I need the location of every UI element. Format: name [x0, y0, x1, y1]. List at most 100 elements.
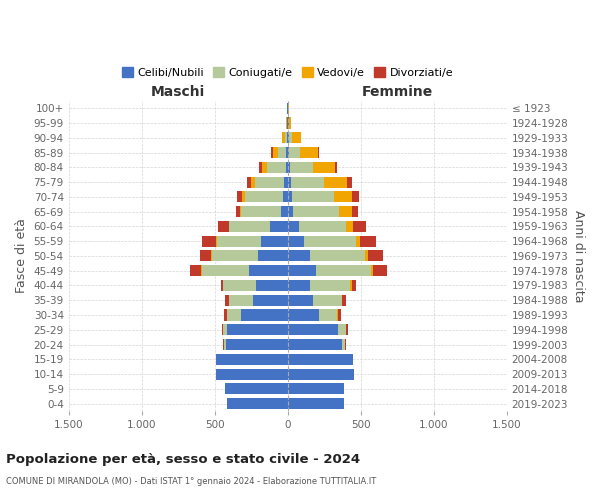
Bar	[287, 250, 310, 262]
Bar	[352, 192, 359, 202]
Bar	[310, 250, 365, 262]
Bar	[229, 294, 253, 306]
Bar	[287, 162, 290, 173]
Bar	[316, 265, 371, 276]
Bar	[283, 192, 287, 202]
Bar	[373, 265, 387, 276]
Bar	[240, 206, 241, 217]
Bar	[317, 147, 319, 158]
Bar	[292, 192, 334, 202]
Bar	[259, 162, 262, 173]
Bar	[226, 339, 287, 350]
Bar	[338, 310, 341, 320]
Bar	[289, 147, 301, 158]
Bar	[256, 280, 287, 291]
Bar	[287, 147, 289, 158]
Bar	[324, 176, 347, 188]
Bar	[241, 206, 281, 217]
Text: COMUNE DI MIRANDOLA (MO) - Dati ISTAT 1° gennaio 2024 - Elaborazione TUTTITALIA.: COMUNE DI MIRANDOLA (MO) - Dati ISTAT 1°…	[6, 478, 376, 486]
Bar	[286, 162, 287, 173]
Bar	[313, 294, 342, 306]
Text: Femmine: Femmine	[362, 84, 433, 98]
Bar	[202, 265, 249, 276]
Bar	[190, 265, 201, 276]
Bar	[343, 339, 345, 350]
Bar	[284, 176, 287, 188]
Bar	[227, 310, 241, 320]
Bar	[310, 280, 350, 291]
Bar	[270, 221, 287, 232]
Bar	[287, 206, 293, 217]
Bar	[287, 132, 289, 143]
Bar	[226, 294, 229, 306]
Bar	[353, 221, 365, 232]
Bar	[283, 132, 285, 143]
Bar	[368, 250, 383, 262]
Bar	[287, 310, 319, 320]
Bar	[242, 192, 245, 202]
Bar	[350, 280, 352, 291]
Bar	[272, 147, 278, 158]
Bar	[371, 265, 373, 276]
Bar	[287, 221, 299, 232]
Bar	[338, 324, 346, 336]
Bar	[202, 236, 216, 246]
Bar	[222, 324, 223, 336]
Bar	[335, 162, 337, 173]
Bar	[285, 132, 287, 143]
Bar	[227, 398, 287, 409]
Text: Popolazione per età, sesso e stato civile - 2024: Popolazione per età, sesso e stato civil…	[6, 452, 360, 466]
Bar	[352, 206, 358, 217]
Bar	[356, 236, 361, 246]
Bar	[339, 206, 352, 217]
Bar	[347, 176, 352, 188]
Bar	[313, 162, 335, 173]
Bar	[361, 236, 376, 246]
Bar	[343, 294, 346, 306]
Bar	[251, 176, 255, 188]
Bar	[287, 176, 291, 188]
Bar	[365, 250, 368, 262]
Bar	[218, 221, 229, 232]
Legend: Celibi/Nubili, Coniugati/e, Vedovi/e, Divorziati/e: Celibi/Nubili, Coniugati/e, Vedovi/e, Di…	[118, 63, 458, 82]
Bar	[287, 265, 316, 276]
Bar	[346, 221, 353, 232]
Bar	[289, 118, 292, 128]
Bar	[249, 265, 287, 276]
Bar	[352, 280, 356, 291]
Bar	[287, 294, 313, 306]
Bar	[212, 250, 258, 262]
Bar	[287, 324, 338, 336]
Bar	[260, 236, 287, 246]
Bar	[287, 280, 310, 291]
Bar	[258, 250, 287, 262]
Bar	[290, 162, 313, 173]
Bar	[287, 339, 343, 350]
Bar	[287, 118, 289, 128]
Bar	[287, 368, 354, 380]
Bar	[229, 221, 270, 232]
Bar	[291, 176, 324, 188]
Bar	[200, 250, 211, 262]
Bar	[287, 236, 304, 246]
Text: Maschi: Maschi	[151, 84, 205, 98]
Bar	[216, 368, 287, 380]
Bar	[221, 280, 223, 291]
Bar	[224, 339, 226, 350]
Bar	[299, 221, 346, 232]
Bar	[319, 310, 337, 320]
Bar	[223, 280, 256, 291]
Bar	[287, 192, 292, 202]
Bar	[346, 324, 347, 336]
Bar	[236, 206, 240, 217]
Bar	[255, 176, 284, 188]
Bar	[278, 147, 286, 158]
Bar	[217, 236, 260, 246]
Y-axis label: Anni di nascita: Anni di nascita	[572, 210, 585, 302]
Bar	[223, 324, 227, 336]
Bar	[301, 147, 317, 158]
Bar	[334, 192, 352, 202]
Y-axis label: Fasce di età: Fasce di età	[15, 218, 28, 294]
Bar	[262, 162, 267, 173]
Bar	[216, 354, 287, 365]
